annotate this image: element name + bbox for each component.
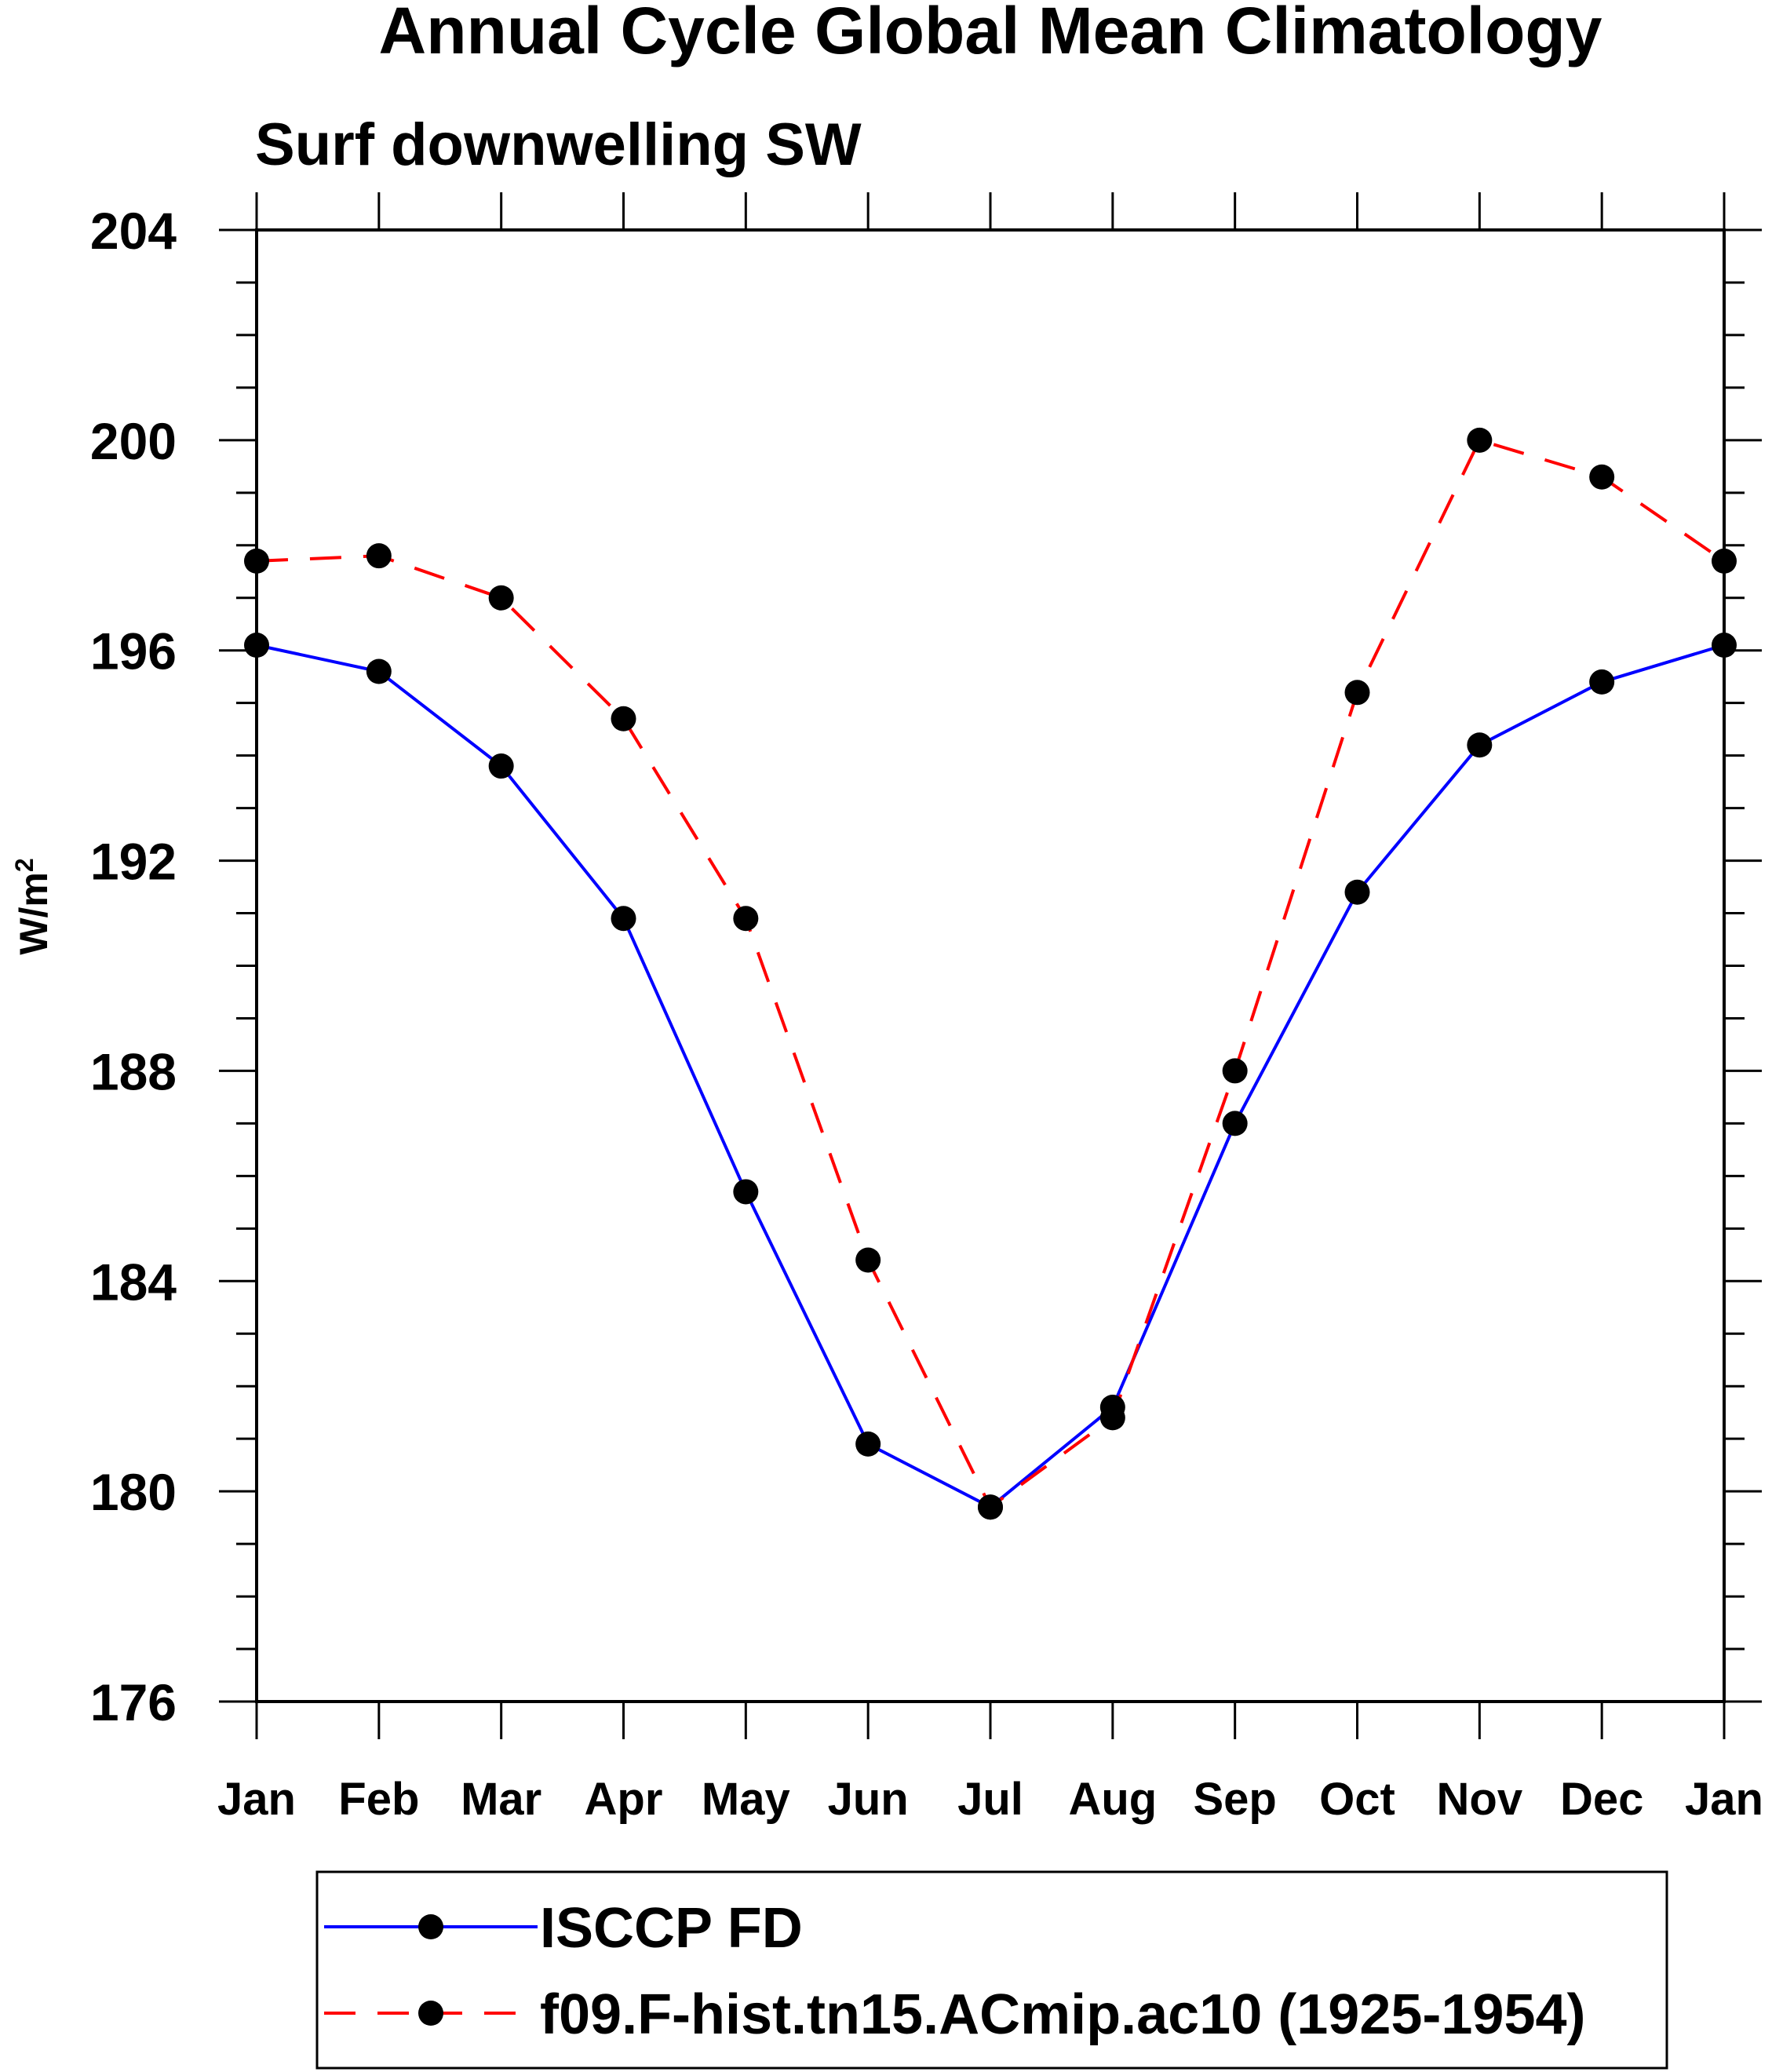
y-tick-label: 176 bbox=[90, 1673, 177, 1731]
y-tick-label: 196 bbox=[90, 622, 177, 680]
x-tick-label: Jan bbox=[217, 1774, 296, 1825]
series-line-0 bbox=[256, 644, 1725, 1509]
y-tick-label: 180 bbox=[90, 1463, 177, 1521]
plot-frame bbox=[255, 228, 1726, 1703]
series-1-point bbox=[611, 706, 636, 731]
chart-subtitle: Surf downwelling SW bbox=[255, 111, 862, 178]
series-1-point bbox=[366, 543, 392, 569]
series-0-point bbox=[733, 1179, 759, 1205]
y-axis-label: W/m2 bbox=[10, 858, 56, 954]
legend-box bbox=[315, 1870, 1668, 2070]
series-1-point bbox=[978, 1494, 1003, 1520]
series-1-point bbox=[1099, 1405, 1125, 1431]
series-1-point bbox=[1589, 464, 1615, 490]
series-1-point bbox=[1712, 548, 1737, 574]
legend-label-model: f09.F-hist.tn15.ACmip.ac10 (1925-1954) bbox=[540, 1983, 1586, 2046]
series-0-point bbox=[366, 658, 392, 684]
series-0-point bbox=[611, 906, 636, 932]
x-tick-label: Aug bbox=[1068, 1774, 1157, 1825]
y-tick-label: 188 bbox=[90, 1042, 177, 1100]
legend-marker-model bbox=[418, 2001, 443, 2026]
y-tick-label: 204 bbox=[90, 202, 177, 260]
legend-marker-isccp bbox=[418, 1914, 443, 1939]
x-tick-label: Oct bbox=[1319, 1774, 1395, 1825]
x-tick-label: Apr bbox=[585, 1774, 663, 1825]
x-tick-label: Nov bbox=[1437, 1774, 1523, 1825]
series-1-point bbox=[733, 906, 759, 932]
series-0-point bbox=[855, 1431, 881, 1457]
x-tick-label: Sep bbox=[1193, 1774, 1276, 1825]
y-tick-label: 200 bbox=[90, 412, 177, 470]
y-tick-label: 184 bbox=[90, 1253, 177, 1311]
y-axis-label-text: W/m bbox=[12, 872, 56, 955]
series-1-point bbox=[244, 548, 269, 574]
series-0-point bbox=[1222, 1111, 1248, 1136]
x-tick-label: Mar bbox=[461, 1774, 541, 1825]
y-tick-label: 192 bbox=[90, 833, 177, 891]
series-1-point bbox=[1467, 427, 1493, 453]
series-layer bbox=[244, 427, 1737, 1520]
series-0-point bbox=[1344, 879, 1370, 905]
series-1-point bbox=[855, 1247, 881, 1273]
y-axis: 176 180 184 188 192 196 200 204 bbox=[90, 202, 1762, 1731]
series-1-point bbox=[1344, 680, 1370, 706]
y-axis-label-superscript: 2 bbox=[10, 858, 38, 872]
series-1-point bbox=[488, 585, 514, 611]
series-0-point bbox=[244, 633, 269, 658]
series-0-point bbox=[488, 753, 514, 779]
x-tick-label: Jul bbox=[957, 1774, 1023, 1825]
series-1-point bbox=[1222, 1058, 1248, 1084]
legend: ISCCP FD f09.F-hist.tn15.ACmip.ac10 (192… bbox=[315, 1870, 1668, 2070]
x-tick-label: Feb bbox=[338, 1774, 419, 1825]
x-tick-label: May bbox=[702, 1774, 790, 1825]
legend-label-isccp: ISCCP FD bbox=[540, 1897, 803, 1960]
x-axis: Jan Feb Mar Apr May Jun Jul Aug Sep Oct Nov Dec Jan bbox=[217, 192, 1763, 1825]
series-0-point bbox=[1712, 633, 1737, 658]
series-0-point bbox=[1589, 669, 1615, 695]
x-tick-label: Dec bbox=[1560, 1774, 1643, 1825]
x-tick-label: Jan bbox=[1685, 1774, 1763, 1825]
chart-title: Annual Cycle Global Mean Climatology bbox=[379, 0, 1602, 67]
series-line-1 bbox=[256, 438, 1726, 1510]
x-tick-label: Jun bbox=[828, 1774, 909, 1825]
series-0-point bbox=[1467, 732, 1493, 758]
